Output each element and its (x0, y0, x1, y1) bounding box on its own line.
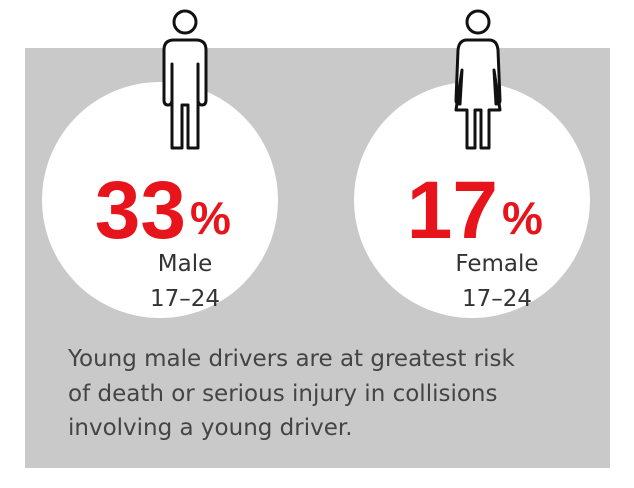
percent-unit: % (502, 192, 543, 244)
age-label: 17–24 (150, 286, 220, 312)
percent-unit: % (190, 192, 231, 244)
caption: Young male drivers are at greatest risk (67, 346, 515, 372)
circle (42, 82, 278, 318)
percent-value: 33 (95, 165, 186, 256)
group-label: Female (455, 251, 538, 277)
female-icon (454, 9, 502, 150)
male-icon (162, 9, 208, 150)
caption: involving a young driver. (68, 415, 353, 441)
caption: of death or serious injury in collisions (68, 381, 497, 407)
circle (354, 82, 590, 318)
group-label: Male (158, 251, 212, 277)
percent-value: 17 (407, 165, 498, 256)
age-label: 17–24 (462, 286, 532, 312)
